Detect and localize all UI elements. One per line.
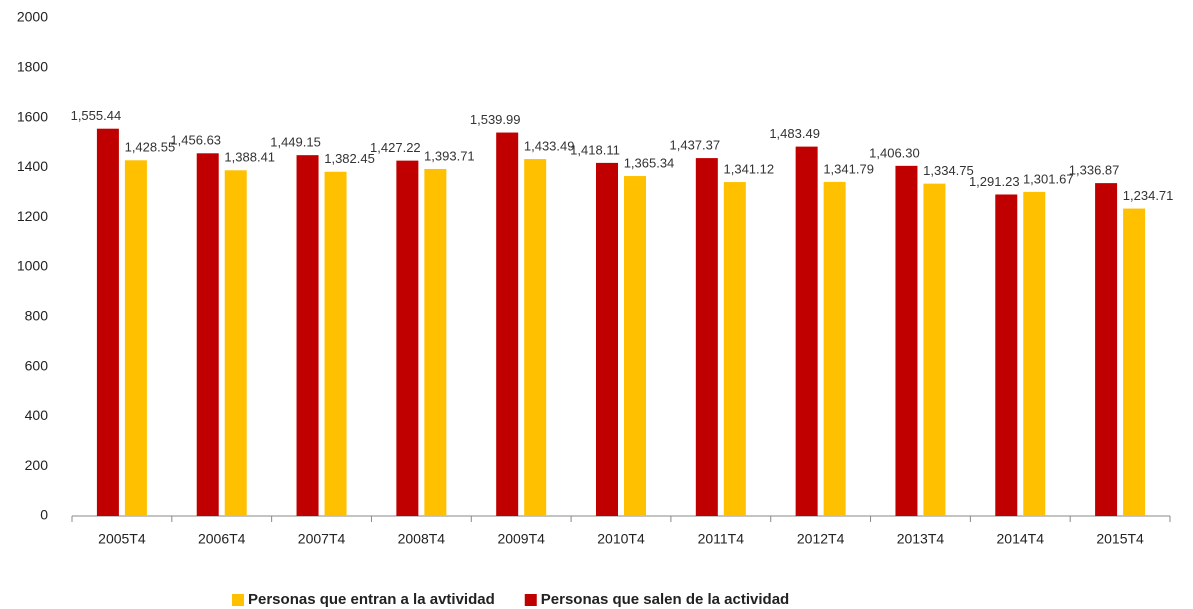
x-tick-label: 2006T4: [198, 531, 246, 547]
y-tick-label: 1000: [17, 258, 48, 274]
bar: [124, 160, 147, 516]
x-tick-label: 2009T4: [497, 531, 545, 547]
x-tick-label: 2005T4: [98, 531, 146, 547]
x-tick-label: 2015T4: [1096, 531, 1144, 547]
x-tick-label: 2013T4: [897, 531, 945, 547]
x-tick-label: 2007T4: [298, 531, 346, 547]
y-tick-label: 800: [25, 308, 49, 324]
bar: [823, 181, 846, 516]
bar: [1023, 191, 1046, 517]
data-label: 1,382.45: [324, 151, 375, 166]
bar: [424, 168, 447, 516]
bar: [895, 165, 918, 516]
data-label: 1,539.99: [470, 112, 521, 127]
bar: [296, 155, 319, 516]
x-tick-label: 2010T4: [597, 531, 645, 547]
bar: [695, 158, 718, 517]
bar: [224, 170, 247, 517]
data-label: 1,291.23: [969, 174, 1020, 189]
data-label: 1,418.11: [570, 142, 620, 157]
data-label: 1,433.49: [524, 138, 575, 153]
data-label: 1,437.37: [670, 138, 721, 153]
y-tick-label: 200: [25, 457, 49, 473]
data-label: 1,483.49: [769, 126, 820, 141]
bar: [324, 171, 347, 516]
data-label: 1,341.79: [823, 161, 874, 176]
bar: [1123, 208, 1146, 517]
y-tick-label: 1800: [17, 59, 48, 75]
data-label: 1,406.30: [869, 145, 920, 160]
legend-swatch: [232, 594, 244, 606]
bar: [396, 160, 419, 516]
bar: [196, 153, 219, 516]
x-tick-label: 2008T4: [398, 531, 446, 547]
data-label: 1,449.15: [270, 135, 321, 150]
bar: [96, 128, 119, 516]
bar: [624, 176, 646, 516]
legend-label: Personas que salen de la actividad: [541, 591, 789, 608]
y-tick-label: 2000: [17, 9, 48, 25]
y-tick-label: 400: [25, 407, 49, 423]
legend-label: Personas que entran a la avtividad: [248, 591, 495, 608]
bar: [596, 162, 618, 516]
bar: [795, 146, 818, 516]
y-tick-label: 1600: [17, 108, 48, 124]
bar: [1095, 183, 1118, 516]
data-label: 1,336.87: [1069, 163, 1120, 178]
data-label: 1,334.75: [923, 163, 974, 178]
data-label: 1,341.12: [724, 161, 775, 176]
data-label: 1,234.71: [1123, 188, 1174, 203]
data-label: 1,428.55: [125, 140, 176, 155]
data-label: 1,393.71: [424, 148, 475, 163]
legend-swatch: [524, 594, 537, 606]
bar: [496, 132, 519, 517]
x-tick-label: 2011T4: [698, 531, 745, 547]
x-tick-label: 2012T4: [797, 531, 845, 547]
data-label: 1,456.63: [170, 133, 221, 148]
bar: [923, 183, 946, 516]
y-tick-label: 1400: [17, 158, 48, 174]
y-tick-label: 600: [25, 357, 49, 373]
data-label: 1,427.22: [370, 140, 421, 155]
data-label: 1,555.44: [71, 108, 122, 123]
bar: [995, 194, 1018, 516]
data-label: 1,365.34: [624, 155, 675, 170]
data-label: 1,301.67: [1023, 171, 1074, 186]
bar: [723, 182, 746, 516]
y-tick-label: 1200: [17, 208, 48, 224]
x-tick-label: 2014T4: [997, 531, 1045, 547]
data-label: 1,388.41: [224, 150, 275, 165]
bar: [524, 159, 547, 517]
y-tick-label: 0: [40, 507, 48, 523]
